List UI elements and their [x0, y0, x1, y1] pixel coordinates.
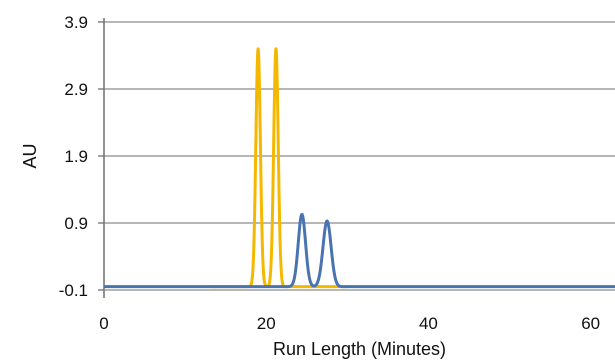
- y-tick-labels: -0.1 0.9 1.9 2.9 3.9: [59, 13, 104, 300]
- y-tick-label: 2.9: [64, 80, 88, 99]
- axes: [103, 18, 615, 298]
- series-line-1: [208, 47, 349, 289]
- x-tick-label: 20: [257, 314, 276, 333]
- series-line-2: [103, 212, 615, 289]
- x-tick-label: 40: [419, 314, 438, 333]
- y-tick-label: 1.9: [64, 147, 88, 166]
- x-tick-label: 0: [99, 314, 108, 333]
- grid-lines: [104, 21, 615, 224]
- y-tick-label: -0.1: [59, 281, 88, 300]
- y-tick-label: 3.9: [64, 13, 88, 32]
- x-axis-title: Run Length (Minutes): [273, 339, 446, 359]
- y-axis-title: AU: [20, 143, 40, 168]
- x-tick-labels: 0 20 40 60: [99, 314, 600, 333]
- series-lines: [103, 47, 615, 289]
- y-tick-label: 0.9: [64, 214, 88, 233]
- x-tick-label: 60: [581, 314, 600, 333]
